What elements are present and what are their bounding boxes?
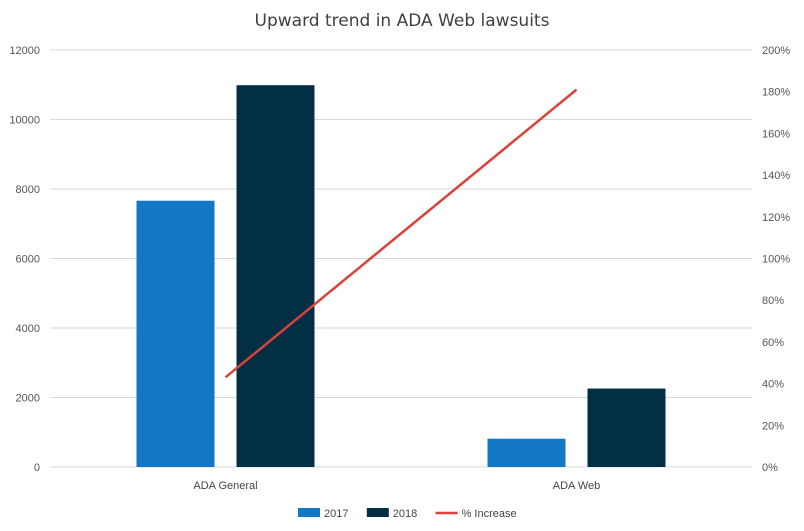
right-tick-label: 100% [762, 254, 790, 266]
right-tick-label: 160% [762, 128, 790, 140]
right-tick-label: 40% [762, 379, 784, 391]
legend-item: 2017 [298, 508, 348, 520]
legend-swatch [366, 508, 389, 517]
left-tick-label: 10000 [9, 115, 40, 127]
bars [136, 85, 666, 467]
right-tick-label: 20% [762, 420, 784, 432]
left-tick-label: 2000 [16, 393, 40, 405]
right-tick-label: 140% [762, 170, 790, 182]
left-tick-label: 8000 [16, 184, 40, 196]
percent-increase-line [224, 88, 578, 379]
category-label: ADA General [193, 480, 257, 492]
legend-item: 2018 [366, 508, 417, 520]
legend-item: % Increase [435, 508, 517, 520]
right-tick-label: 200% [762, 45, 790, 57]
left-tick-label: 12000 [9, 45, 40, 57]
legend-swatch [298, 508, 320, 517]
category-label: ADA Web [553, 480, 601, 492]
right-tick-label: 80% [762, 295, 784, 307]
legend-label: % Increase [462, 508, 517, 520]
legend-label: 2017 [324, 508, 348, 520]
bar-2017-ada-web [487, 438, 566, 467]
category-labels: ADA General ADA Web [193, 480, 600, 492]
left-y-axis: 0 2000 4000 6000 8000 10000 12000 [9, 45, 40, 474]
legend: 2017 2018 % Increase [298, 508, 517, 520]
right-y-axis: 0% 20% 40% 60% 80% 100% 120% 140% 160% 180% 200% [762, 45, 790, 474]
bar-2017-ada-general [136, 200, 215, 467]
legend-label: 2018 [393, 508, 417, 520]
bar-2018-ada-general [236, 85, 315, 467]
chart-title: Upward trend in ADA Web lawsuits [255, 11, 550, 31]
right-tick-label: 120% [762, 212, 790, 224]
right-tick-label: 180% [762, 87, 790, 99]
left-tick-label: 4000 [16, 323, 40, 335]
left-tick-label: 6000 [16, 254, 40, 266]
right-tick-label: 60% [762, 337, 784, 349]
right-tick-label: 0% [762, 462, 778, 474]
percent-increase-line-layer [224, 88, 578, 379]
left-tick-label: 0 [34, 462, 40, 474]
bar-2018-ada-web [587, 388, 666, 467]
